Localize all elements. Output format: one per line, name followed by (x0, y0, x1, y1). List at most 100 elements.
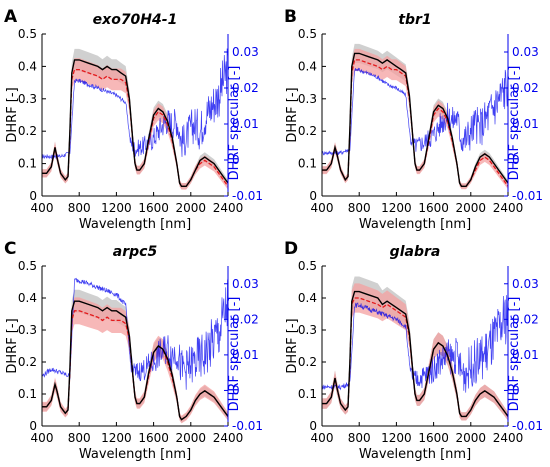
red-mean-line (322, 59, 509, 187)
y2-tick-label: -0.01 (232, 419, 263, 433)
y-tick-label: 0.1 (298, 157, 317, 171)
y2-tick-label: 0.02 (512, 81, 539, 95)
y-tick-label: 0.4 (18, 291, 37, 305)
y-tick-label: 0.4 (18, 59, 37, 73)
y-tick-label: 0 (29, 189, 37, 203)
y2-tick-label: 0.02 (232, 81, 259, 95)
x-axis-label: Wavelength [nm] (79, 217, 191, 232)
y-tick-label: 0.5 (298, 259, 317, 273)
specular-series-line (41, 277, 229, 390)
panel-letter: B (284, 7, 297, 27)
y-tick-label: 0.5 (298, 27, 317, 41)
y2-tick-label: 0.01 (512, 117, 539, 131)
y-tick-label: 0.1 (18, 387, 37, 401)
x-tick-label: 2400 (493, 431, 524, 445)
specular-series-line (321, 61, 509, 156)
y-tick-label: 0.2 (298, 124, 317, 138)
x-axis-label: Wavelength [nm] (79, 447, 191, 462)
y2-tick-label: 0.01 (512, 348, 539, 362)
y2-tick-label: 0.02 (512, 312, 539, 326)
panel-d: 400 800 1200 1600 2000 2400 0 0.1 0.2 0.3 0.4 0.5 -0… (284, 239, 543, 462)
y-tick-label: 0 (29, 419, 37, 433)
x-tick-label: 2400 (493, 201, 524, 215)
y-tick-label: 0.5 (18, 259, 37, 273)
black-mean-line (322, 290, 509, 418)
x-axis-label: Wavelength [nm] (359, 217, 471, 232)
x-tick-label: 1200 (381, 201, 412, 215)
y-tick-label: 0.5 (18, 27, 37, 41)
y-tick-label: 0.1 (18, 157, 37, 171)
black-mean-line (42, 300, 229, 421)
x-tick-label: 1200 (101, 201, 132, 215)
y-tick-label: 0.2 (298, 355, 317, 369)
y2-tick-label: 0 (232, 153, 240, 167)
x-tick-label: 1200 (381, 431, 412, 445)
x-tick-label: 2000 (456, 201, 487, 215)
x-tick-label: 2400 (213, 431, 244, 445)
y-tick-label: 0.2 (18, 355, 37, 369)
y-tick-label: 0 (309, 419, 317, 433)
panel-c: 400 800 1200 1600 2000 2400 0 0.1 0.2 0.3 0.4 0.5 -0… (4, 239, 263, 462)
y-tick-label: 0 (309, 189, 317, 203)
y2-tick-label: -0.01 (512, 189, 543, 203)
x-axis-label: Wavelength [nm] (359, 447, 471, 462)
y2-tick-label: 0 (512, 383, 520, 397)
y-axis-label: DHRF [-] (285, 87, 300, 142)
y-axis-label: DHRF [-] (5, 318, 20, 373)
y-tick-label: 0.3 (298, 92, 317, 106)
panel-title: glabra (390, 244, 441, 260)
y-axis-label: DHRF [-] (285, 318, 300, 373)
x-tick-label: 2400 (213, 201, 244, 215)
x-tick-label: 2000 (176, 431, 207, 445)
x-tick-label: 400 (31, 201, 54, 215)
y2-tick-label: 0 (232, 383, 240, 397)
x-tick-label: 1600 (138, 201, 169, 215)
y-tick-label: 0.4 (298, 291, 317, 305)
x-tick-label: 800 (68, 431, 91, 445)
panel-b: 400 800 1200 1600 2000 2400 0 0.1 0.2 0.3 0.4 0.5 -0… (284, 7, 543, 232)
panel-letter: A (4, 7, 18, 27)
y-tick-label: 0.3 (298, 323, 317, 337)
x-tick-label: 2000 (456, 431, 487, 445)
x-tick-label: 1200 (101, 431, 132, 445)
y-tick-label: 0.3 (18, 323, 37, 337)
black-mean-line (42, 59, 229, 187)
black-mean-line (322, 52, 509, 187)
y2-axis-label: DHRF specular [-] (507, 66, 522, 181)
x-tick-label: 400 (311, 431, 334, 445)
y-tick-label: 0.4 (298, 59, 317, 73)
x-tick-label: 400 (31, 431, 54, 445)
x-tick-label: 1600 (418, 431, 449, 445)
x-tick-label: 800 (348, 431, 371, 445)
y2-axis-label: DHRF specular [-] (227, 66, 242, 181)
x-tick-label: 1600 (418, 201, 449, 215)
y2-tick-label: -0.01 (232, 189, 263, 203)
y2-tick-label: 0.03 (232, 277, 259, 291)
y2-tick-label: 0.03 (512, 277, 539, 291)
panel-title: tbr1 (398, 12, 431, 28)
y-tick-label: 0.2 (18, 124, 37, 138)
x-tick-label: 800 (348, 201, 371, 215)
specular-series-line (321, 284, 509, 393)
x-tick-label: 1600 (138, 431, 169, 445)
panel-a: 400 800 1200 1600 2000 2400 0 0.1 0.2 0.3 0.4 0.5 -0… (4, 7, 263, 232)
x-tick-label: 400 (311, 201, 334, 215)
y2-tick-label: 0.02 (232, 312, 259, 326)
y2-tick-label: -0.01 (512, 419, 543, 433)
panel-title: exo70H4-1 (93, 12, 178, 28)
x-tick-label: 800 (68, 201, 91, 215)
y2-tick-label: 0.01 (232, 348, 259, 362)
y2-tick-label: 0.03 (512, 45, 539, 59)
y2-tick-label: 0 (512, 153, 520, 167)
y2-tick-label: 0.01 (232, 117, 259, 131)
y2-axis-label: DHRF specular [-] (227, 297, 242, 412)
y-axis-label: DHRF [-] (5, 87, 20, 142)
panel-title: arpc5 (113, 244, 158, 260)
y2-tick-label: 0.03 (232, 45, 259, 59)
panel-letter: D (284, 239, 298, 259)
y-tick-label: 0.3 (18, 92, 37, 106)
y-tick-label: 0.1 (298, 387, 317, 401)
x-tick-label: 2000 (176, 201, 207, 215)
panel-letter: C (4, 239, 16, 259)
